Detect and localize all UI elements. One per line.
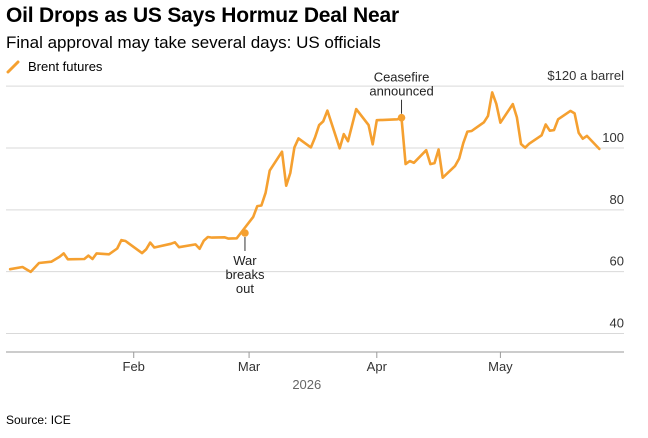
y-unit-label: $120 a barrel (547, 68, 624, 83)
orange-line-icon (6, 60, 20, 73)
x-tick-label: Mar (238, 359, 261, 374)
y-tick-label: 40 (610, 315, 624, 330)
series-line-brent (8, 91, 601, 274)
legend-label: Brent futures (28, 59, 103, 74)
chart-subtitle: Final approval may take several days: US… (6, 33, 381, 52)
annotation-text: breaks (225, 267, 265, 282)
annotation-dot (241, 229, 249, 237)
annotation-text: Ceasefire (374, 70, 430, 85)
source-note: Source: ICE (6, 413, 71, 427)
legend: Brent futures (6, 59, 102, 74)
y-tick-label: 60 (610, 254, 624, 269)
annotation-dot (397, 113, 406, 122)
x-tick-label: May (488, 359, 513, 374)
annotation-text: out (236, 281, 254, 296)
x-axis-label: 2026 (292, 377, 321, 392)
annotation-text: announced (369, 84, 433, 99)
y-tick-label: 80 (610, 192, 624, 207)
annotation-text: War (233, 253, 257, 268)
x-tick-label: Apr (367, 359, 388, 374)
x-tick-label: Feb (123, 359, 145, 374)
chart-title: Oil Drops as US Says Hormuz Deal Near (6, 4, 399, 27)
y-tick-label: 100 (602, 130, 624, 145)
